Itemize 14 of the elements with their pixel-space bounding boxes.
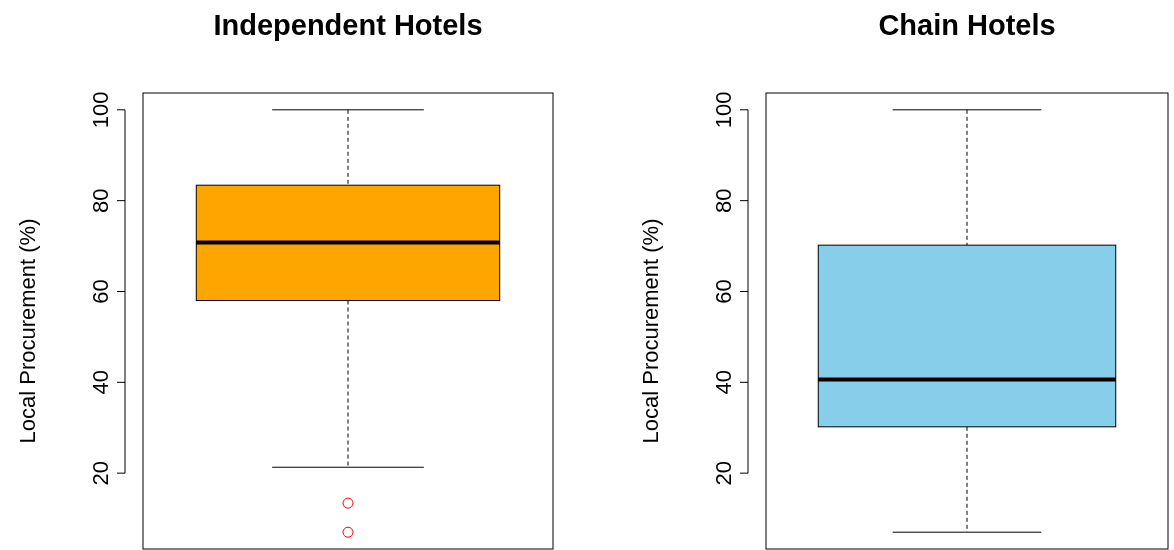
y-tick-label: 40: [88, 370, 113, 395]
y-axis-title: Local Procurement (%): [638, 218, 663, 444]
y-tick-label: 80: [88, 188, 113, 213]
y-tick-label: 100: [711, 91, 736, 129]
y-tick-label: 100: [88, 91, 113, 129]
chart-title: Chain Hotels: [878, 9, 1056, 41]
y-tick-label: 60: [88, 279, 113, 304]
y-axis-title: Local Procurement (%): [15, 218, 40, 444]
y-tick-label: 20: [88, 460, 113, 486]
chart-title: Independent Hotels: [213, 9, 483, 41]
y-tick-label: 40: [711, 370, 736, 395]
y-tick-label: 60: [711, 279, 736, 304]
y-tick-label: 80: [711, 188, 736, 213]
y-tick-label: 20: [711, 460, 736, 486]
